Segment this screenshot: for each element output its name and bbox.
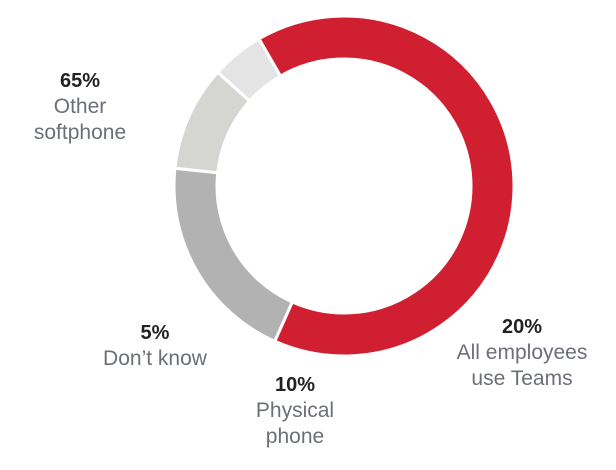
- category-other-softphone: Other softphone: [33, 95, 127, 144]
- slice-other-softphone: [256, 14, 516, 358]
- label-other-softphone: 65% Other softphone: [10, 68, 150, 146]
- percent-physical-phone: 10%: [274, 374, 316, 396]
- percent-dont-know: 5%: [140, 322, 170, 344]
- percent-other-softphone: 65%: [59, 70, 101, 92]
- slice-all-employees-use-teams: [172, 166, 295, 344]
- category-dont-know: Don’t know: [103, 347, 207, 370]
- label-all-employees: 20% All employees use Teams: [432, 314, 612, 392]
- category-all-employees: All employees use Teams: [456, 341, 588, 390]
- percent-all-employees: 20%: [501, 316, 543, 338]
- category-physical-phone: Physical phone: [255, 399, 335, 448]
- label-dont-know: 5% Don’t know: [75, 320, 235, 372]
- label-physical-phone: 10% Physical phone: [225, 372, 365, 450]
